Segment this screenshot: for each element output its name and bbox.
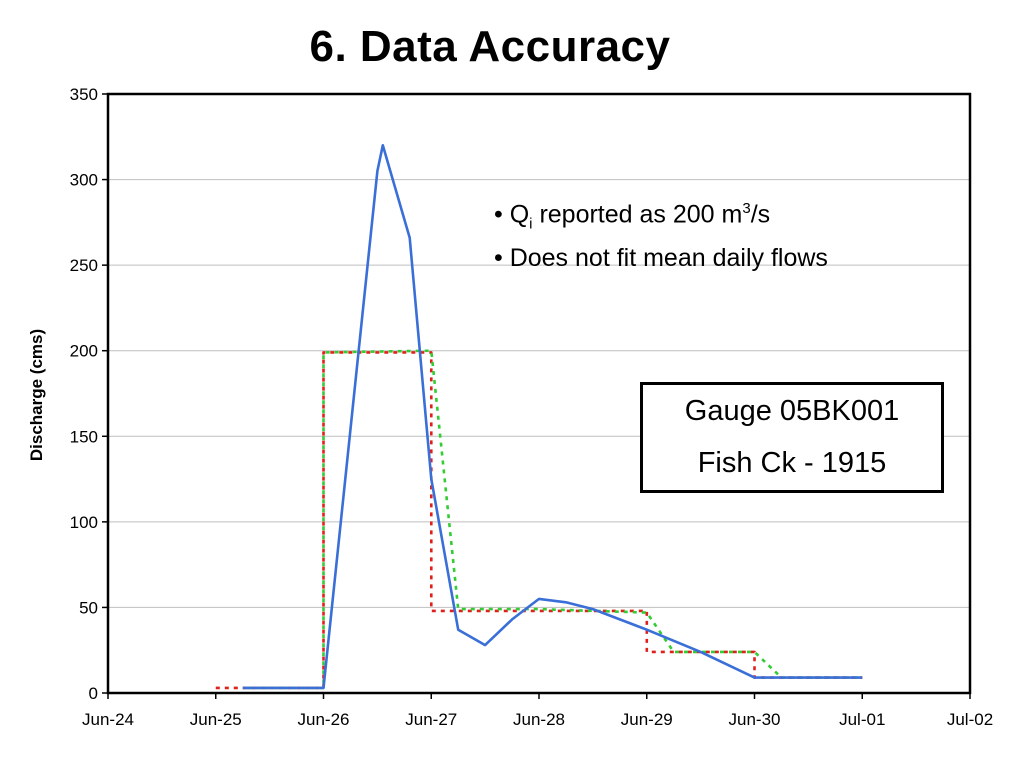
gauge-label-box: Gauge 05BK001 Fish Ck - 1915 (640, 382, 944, 493)
page-title: 6. Data Accuracy (309, 22, 671, 71)
y-tick-label: 50 (79, 598, 98, 617)
series-layer (215, 144, 863, 690)
annotation-line-2: • Does not fit mean daily flows (494, 244, 828, 273)
x-tick-label: Jun-30 (729, 710, 781, 729)
x-tick-label: Jun-27 (405, 710, 457, 729)
gauge-id: Gauge 05BK001 (684, 395, 900, 427)
x-tick-label: Jun-25 (190, 710, 242, 729)
y-axis: 0 50 100 150 200 250 300 350 (70, 85, 108, 703)
series-daily-green-line (242, 349, 863, 690)
x-tick-label: Jun-26 (298, 710, 350, 729)
y-tick-label: 200 (70, 342, 98, 361)
y-axis-label: Discharge (cms) (27, 329, 46, 461)
x-axis: Jun-24 Jun-25 Jun-26 Jun-27 Jun-28 Jun-29 Jun-… (82, 693, 993, 729)
annotation-line-1: • Qi reported as 200 m3/s (494, 200, 771, 233)
annotation-text: • Qi reported as 200 m3/s • Does not fit… (494, 192, 828, 275)
y-tick-label: 300 (70, 171, 98, 190)
gauge-station: Fish Ck - 1915 (697, 447, 887, 479)
x-tick-label: Jun-28 (513, 710, 565, 729)
x-tick-label: Jun-29 (621, 710, 673, 729)
y-tick-label: 350 (70, 85, 98, 104)
y-tick-label: 250 (70, 256, 98, 275)
y-tick-label: 0 (89, 684, 98, 703)
x-tick-label: Jul-01 (839, 710, 885, 729)
series-instantaneous-line (242, 144, 863, 690)
grid-lines (108, 179, 970, 608)
x-tick-label: Jul-02 (947, 710, 993, 729)
y-tick-label: 150 (70, 427, 98, 446)
x-tick-label: Jun-24 (82, 710, 134, 729)
y-tick-label: 100 (70, 513, 98, 532)
